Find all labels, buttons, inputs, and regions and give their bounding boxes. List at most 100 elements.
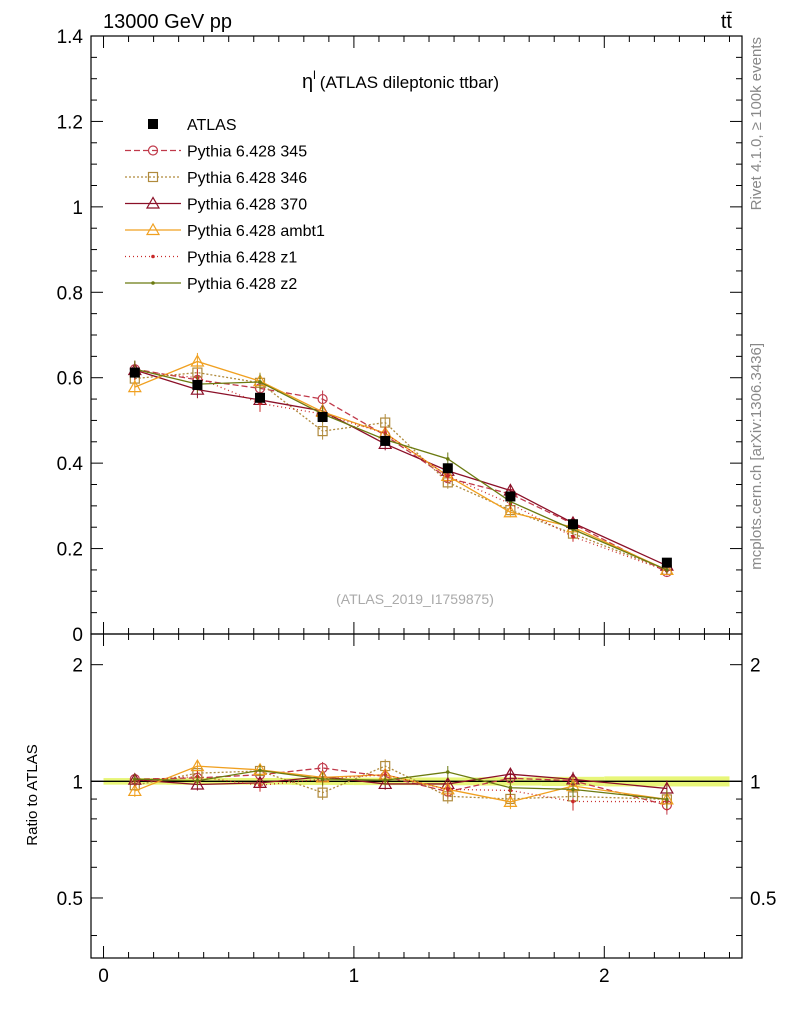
series-ratio-point xyxy=(665,797,669,802)
series-ratio-point xyxy=(320,777,325,781)
legend-marker xyxy=(147,171,159,183)
series-4 xyxy=(133,362,669,812)
plot-title: ηl (ATLAS dileptonic ttbar) xyxy=(302,68,499,93)
series-ratio-point xyxy=(258,768,262,773)
series-ratio-point xyxy=(445,787,450,792)
series-point xyxy=(445,474,450,478)
data-point xyxy=(380,435,391,446)
series-point xyxy=(665,568,669,572)
data-point xyxy=(661,557,672,568)
ratio-tick-label-right: 1 xyxy=(750,772,761,793)
y-tick-label: 0.4 xyxy=(57,454,84,475)
series-line xyxy=(134,368,668,573)
series-0 xyxy=(129,360,672,815)
ratio-panel-frame xyxy=(90,633,743,959)
series-line xyxy=(134,369,668,567)
series-ratio-point xyxy=(195,778,200,783)
ratio-tick-label-left: 2 xyxy=(72,656,83,677)
title-superscript: l xyxy=(313,68,316,82)
y-tick-label: 0 xyxy=(72,625,83,646)
data-point xyxy=(317,412,328,423)
series-ratio-point xyxy=(127,783,142,797)
series-ratio-point xyxy=(133,777,137,781)
process-label: tt̄ xyxy=(721,11,733,33)
series-ratio-point xyxy=(378,776,393,790)
data-point xyxy=(255,392,266,403)
x-tick-label: 1 xyxy=(349,966,360,987)
legend-marker xyxy=(145,196,161,209)
legend-entry-2: Pythia 6.428 370 xyxy=(125,196,307,214)
legend: ATLAS Pythia 6.428 345 Pythia 6.428 346 Pyt… xyxy=(125,117,325,293)
series-ratio-point xyxy=(383,778,388,783)
legend-marker xyxy=(147,145,159,156)
legend-entry-3: Pythia 6.428 ambt1 xyxy=(125,222,325,240)
ratio-tick-label-left: 1 xyxy=(72,772,83,793)
legend-label: Pythia 6.428 345 xyxy=(187,144,307,161)
series-point xyxy=(445,457,450,461)
title-symbol: η xyxy=(302,71,313,93)
y-tick-label: 0.6 xyxy=(57,369,83,390)
series-ratio-line xyxy=(134,774,667,803)
analysis-watermark: (ATLAS_2019_I1759875) xyxy=(336,591,494,607)
legend-entry-4: Pythia 6.428 z1 xyxy=(125,250,297,267)
series-line xyxy=(134,368,668,571)
mcplots-label: mcplots.cern.ch [arXiv:1306.3436] xyxy=(748,343,765,570)
legend-label: Pythia 6.428 346 xyxy=(187,170,307,187)
legend-entry-0: Pythia 6.428 345 xyxy=(125,144,307,161)
series-point xyxy=(571,534,575,539)
data-point xyxy=(129,367,140,378)
series-ratio-point xyxy=(317,787,328,798)
legend-marker xyxy=(145,222,161,236)
series-5 xyxy=(133,360,669,809)
y-tick-label: 1.4 xyxy=(57,27,84,48)
ratio-ylabel: Ratio to ATLAS xyxy=(24,744,41,845)
series-point xyxy=(127,379,142,393)
series-line xyxy=(134,371,668,571)
series-line xyxy=(134,370,668,572)
series-3 xyxy=(127,352,674,810)
legend-entry-5: Pythia 6.428 z2 xyxy=(125,276,297,293)
data-point xyxy=(505,491,516,502)
x-tick-label: 2 xyxy=(599,966,610,987)
series-2 xyxy=(127,361,674,798)
energy-label: 13000 GeV pp xyxy=(103,11,232,33)
legend-label: Pythia 6.428 z1 xyxy=(187,250,297,267)
series-ratio-point xyxy=(190,758,205,772)
series-point xyxy=(190,354,205,367)
series-point xyxy=(258,380,262,384)
ratio-tick-label-left: 0.5 xyxy=(57,889,83,910)
legend-marker-data xyxy=(148,119,158,129)
series-ratio-point xyxy=(571,799,575,804)
series-ratio-point xyxy=(508,785,513,790)
series-ratio-point xyxy=(190,777,205,790)
y-tick-label: 1 xyxy=(72,198,83,219)
rivet-label: Rivet 4.1.0, ≥ 100k events xyxy=(748,37,765,210)
legend-entry-data: ATLAS xyxy=(148,117,237,134)
series-1 xyxy=(129,364,672,809)
series-point xyxy=(317,426,328,437)
data-point xyxy=(442,463,453,474)
data-point xyxy=(567,519,578,530)
ratio-tick-label-right: 0.5 xyxy=(750,889,776,910)
mc-series-layer xyxy=(127,352,674,815)
legend-label-data: ATLAS xyxy=(187,117,237,134)
series-ratio-point xyxy=(571,787,575,792)
data-point xyxy=(192,379,203,390)
legend-label: Pythia 6.428 ambt1 xyxy=(187,223,325,240)
series-ratio-point xyxy=(503,766,518,780)
legend-marker xyxy=(151,254,155,259)
data-points-layer xyxy=(129,367,672,568)
series-point xyxy=(503,505,518,518)
legend-entry-1: Pythia 6.428 346 xyxy=(125,170,307,187)
legend-marker xyxy=(151,281,155,285)
y-tick-label: 1.2 xyxy=(57,112,83,133)
y-tick-label: 0.8 xyxy=(57,283,83,304)
ratio-tick-label-right: 2 xyxy=(750,656,761,677)
legend-label: Pythia 6.428 z2 xyxy=(187,276,297,293)
series-ratio-point xyxy=(258,783,262,788)
x-tick-label: 0 xyxy=(98,966,109,987)
title-text: (ATLAS dileptonic ttbar) xyxy=(320,73,499,92)
axes-layer: 0 1 2 0 0.2 0.4 0.6 0.8 1 1.2 1.4 0.5 0.5 1 1 2 2 xyxy=(57,27,777,987)
legend-label: Pythia 6.428 370 xyxy=(187,197,307,214)
